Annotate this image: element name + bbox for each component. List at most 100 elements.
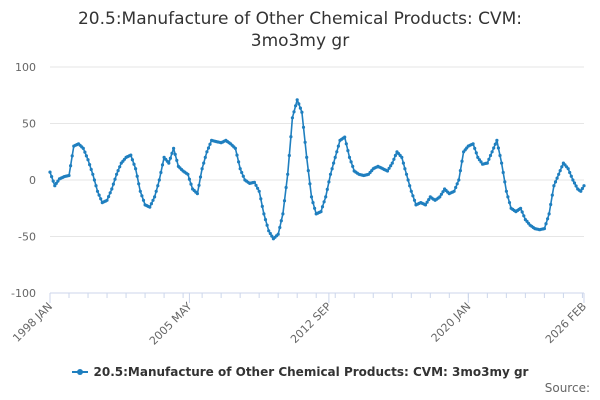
data-point — [408, 184, 412, 188]
data-point — [256, 186, 260, 190]
data-point — [351, 164, 355, 168]
data-point — [571, 178, 575, 182]
data-point — [496, 146, 500, 150]
legend[interactable]: 20.5:Manufacture of Other Chemical Produ… — [0, 365, 600, 380]
data-point — [289, 135, 293, 139]
data-point — [333, 155, 337, 159]
data-point — [547, 212, 551, 216]
data-point — [238, 167, 242, 171]
data-point — [555, 176, 559, 180]
data-point — [83, 150, 87, 154]
data-point — [344, 142, 348, 146]
data-point — [495, 138, 499, 142]
data-point — [254, 183, 258, 187]
chart-title: 20.5:Manufacture of Other Chemical Produ… — [0, 8, 600, 52]
data-point — [458, 169, 462, 173]
data-point — [303, 140, 307, 144]
data-point — [148, 205, 152, 209]
data-point — [99, 197, 103, 201]
data-point — [233, 146, 237, 150]
data-point — [141, 198, 146, 202]
data-point — [268, 231, 272, 236]
data-point — [519, 206, 523, 210]
data-point — [479, 160, 483, 164]
chart-title-line-1: 20.5:Manufacture of Other Chemical Produ… — [77, 9, 523, 29]
legend-line-marker-icon — [71, 367, 88, 377]
data-point — [385, 169, 390, 173]
data-point — [173, 152, 177, 156]
data-point — [485, 161, 489, 165]
y-tick-label: 0 — [29, 174, 36, 187]
data-point — [301, 125, 306, 129]
data-point — [295, 98, 299, 102]
data-point — [319, 210, 323, 214]
data-point — [70, 154, 74, 158]
data-point — [92, 178, 96, 182]
data-point — [500, 161, 504, 165]
data-point — [406, 178, 410, 182]
data-point — [187, 177, 191, 181]
data-point — [168, 156, 172, 160]
data-point — [343, 135, 347, 139]
data-point — [501, 170, 505, 175]
data-point — [544, 222, 548, 226]
data-point — [91, 172, 95, 176]
data-point — [263, 218, 268, 222]
data-point — [195, 192, 199, 196]
data-point — [503, 180, 507, 184]
data-point — [110, 187, 114, 191]
data-point — [393, 153, 397, 158]
data-point — [67, 173, 71, 178]
data-point — [311, 201, 315, 205]
data-point — [154, 189, 158, 193]
data-point — [552, 184, 556, 188]
data-point — [281, 212, 285, 216]
data-point — [390, 161, 394, 165]
y-tick-label: -50 — [18, 231, 36, 244]
data-point — [89, 167, 93, 172]
data-point — [287, 153, 291, 158]
data-point — [507, 201, 512, 205]
data-point — [297, 102, 301, 106]
data-point — [455, 182, 459, 186]
data-point — [265, 223, 269, 227]
data-point — [322, 200, 326, 204]
data-point — [134, 167, 138, 171]
y-tick-label: -100 — [11, 287, 36, 300]
data-point — [454, 185, 458, 190]
data-point — [84, 154, 88, 158]
x-tick-label: 2012 SEP — [288, 300, 334, 346]
data-point — [95, 189, 100, 193]
data-point — [313, 206, 317, 210]
data-point — [202, 161, 206, 165]
data-point — [550, 193, 554, 197]
data-point — [389, 164, 393, 168]
source-label[interactable]: Source: — [544, 381, 590, 395]
data-point — [506, 195, 510, 199]
data-point — [270, 234, 274, 238]
data-point — [566, 167, 570, 171]
data-point — [557, 172, 561, 176]
data-point — [276, 232, 280, 236]
data-point — [493, 142, 497, 146]
data-point — [409, 189, 413, 193]
data-point — [294, 104, 298, 108]
data-point — [298, 106, 302, 110]
data-point — [51, 179, 55, 183]
y-tick-label: 50 — [22, 118, 36, 131]
data-point — [129, 153, 133, 157]
data-point — [159, 170, 163, 175]
data-point — [69, 164, 73, 168]
data-point — [94, 184, 98, 188]
data-point — [558, 169, 562, 173]
data-point — [279, 219, 283, 223]
data-point — [579, 189, 583, 193]
data-point — [477, 158, 481, 162]
series-line — [49, 99, 585, 240]
data-point — [324, 195, 328, 199]
data-point — [582, 184, 586, 188]
data-point — [235, 153, 239, 157]
data-point — [476, 155, 480, 159]
x-tick-label: 2020 JAN — [429, 300, 474, 345]
data-point — [439, 192, 443, 196]
